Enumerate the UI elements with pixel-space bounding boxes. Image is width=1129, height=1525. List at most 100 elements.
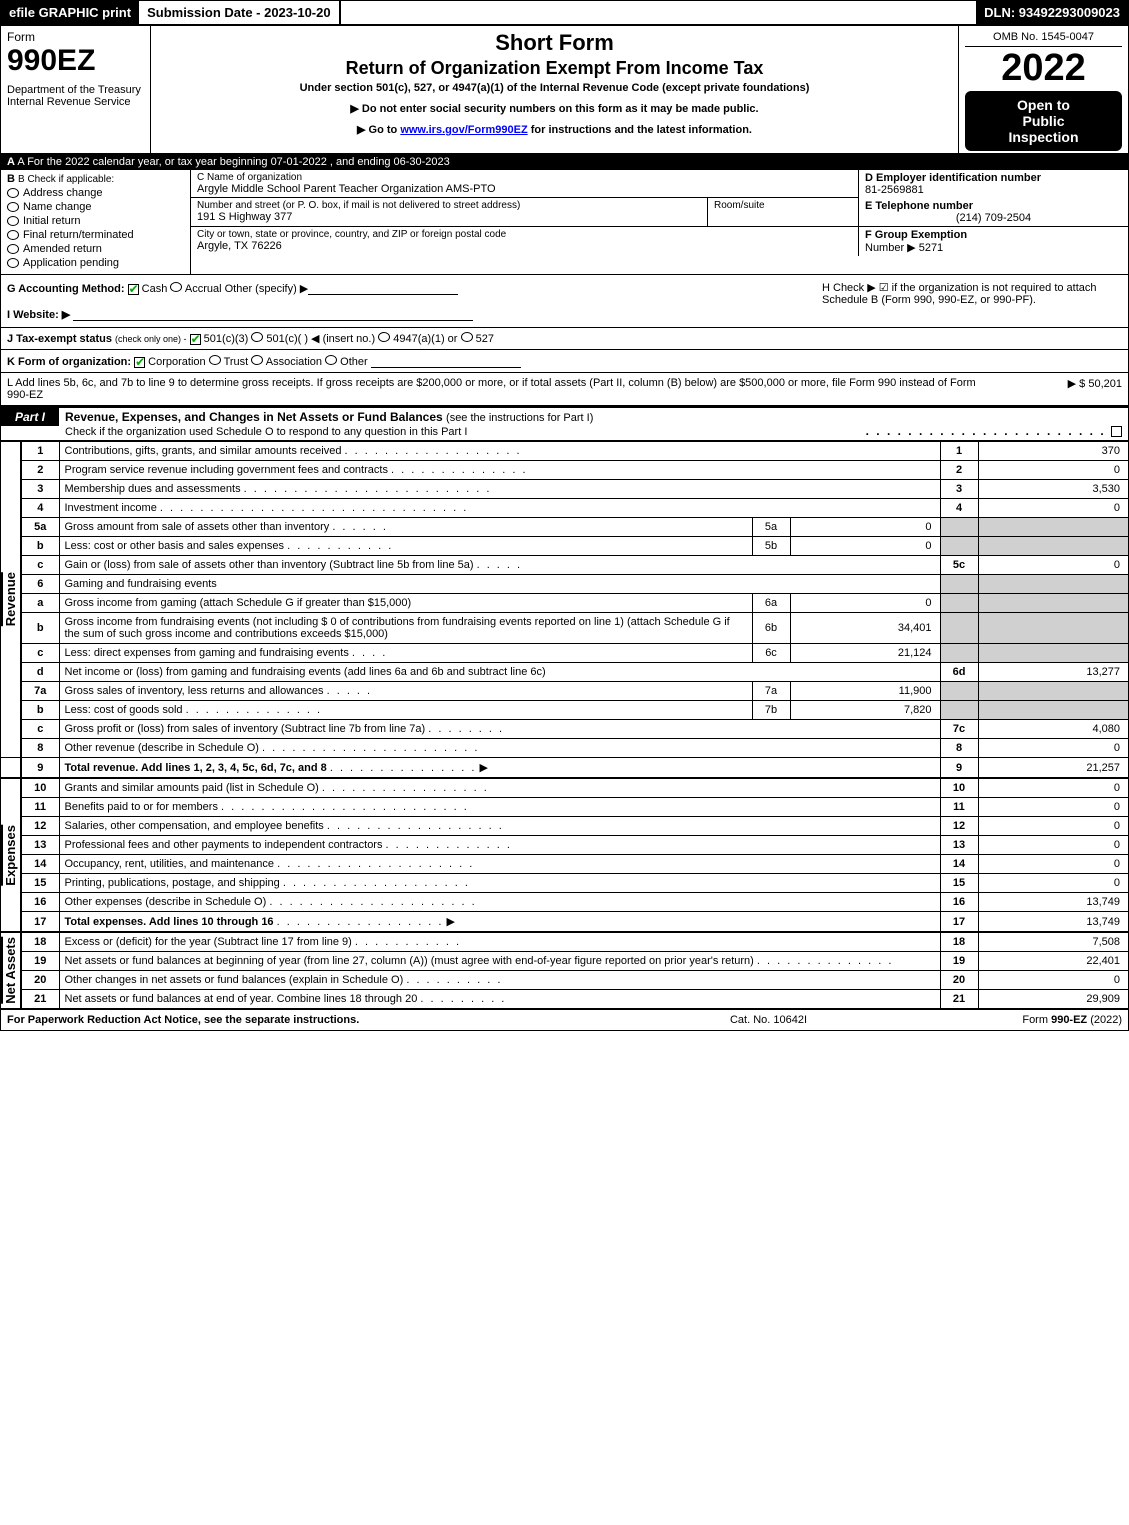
line-l: L Add lines 5b, 6c, and 7b to line 9 to … xyxy=(1,373,1128,406)
street-address-box: Number and street (or P. O. box, if mail… xyxy=(191,198,708,226)
line-16: 16 Other expenses (describe in Schedule … xyxy=(1,893,1128,912)
line-14-value: 0 xyxy=(978,855,1128,874)
line-6a: a Gross income from gaming (attach Sched… xyxy=(1,594,1128,613)
open-public-inspection: Open to Public Inspection xyxy=(965,91,1122,151)
group-exemption-number: 5271 xyxy=(919,242,943,254)
other-specify-input[interactable] xyxy=(308,281,458,295)
oval-icon xyxy=(7,230,19,240)
chk-app-pending[interactable]: Application pending xyxy=(7,257,184,269)
oval-icon xyxy=(7,244,19,254)
efile-label: efile GRAPHIC print xyxy=(1,1,139,24)
chk-amended[interactable]: Amended return xyxy=(7,243,184,255)
oval-other[interactable] xyxy=(325,355,337,365)
line-2-value: 0 xyxy=(978,461,1128,480)
line-4: 4 Investment income . . . . . . . . . . … xyxy=(1,499,1128,518)
ein-value: 81-2569881 xyxy=(865,184,1122,196)
line-13-value: 0 xyxy=(978,836,1128,855)
line-4-value: 0 xyxy=(978,499,1128,518)
form-title: Short Form xyxy=(157,30,952,56)
oval-4947[interactable] xyxy=(378,332,390,342)
chk-initial-return[interactable]: Initial return xyxy=(7,215,184,227)
chk-address-change[interactable]: Address change xyxy=(7,187,184,199)
line-5b: b Less: cost or other basis and sales ex… xyxy=(1,537,1128,556)
box-d: D Employer identification number 81-2569… xyxy=(858,170,1128,198)
instr-ssn: ▶ Do not enter social security numbers o… xyxy=(157,102,952,115)
line-10-value: 0 xyxy=(978,778,1128,798)
revenue-label: Revenue xyxy=(1,572,18,626)
line-k: K Form of organization: Corporation Trus… xyxy=(1,350,1128,373)
part-i-table: Revenue 1 Contributions, gifts, grants, … xyxy=(1,441,1128,1008)
line-3-value: 3,530 xyxy=(978,480,1128,499)
oval-association[interactable] xyxy=(251,355,263,365)
oval-trust[interactable] xyxy=(209,355,221,365)
line-7a: 7a Gross sales of inventory, less return… xyxy=(1,682,1128,701)
room-suite-box: Room/suite xyxy=(708,198,858,226)
line-21: 21 Net assets or fund balances at end of… xyxy=(1,990,1128,1009)
line-7b-value: 7,820 xyxy=(790,701,940,720)
org-name-box: C Name of organization Argyle Middle Sch… xyxy=(191,170,858,198)
website-input[interactable] xyxy=(73,307,473,321)
group-exemption-label: F Group Exemption xyxy=(865,229,1122,241)
form-header: Form 990EZ Department of the Treasury In… xyxy=(1,26,1128,154)
line-12: 12 Salaries, other compensation, and emp… xyxy=(1,817,1128,836)
line-17-value: 13,749 xyxy=(978,912,1128,933)
tax-year: 2022 xyxy=(965,47,1122,89)
under-section: Under section 501(c), 527, or 4947(a)(1)… xyxy=(157,82,952,94)
line-a: A A For the 2022 calendar year, or tax y… xyxy=(1,154,1128,170)
line-5c: c Gain or (loss) from sale of assets oth… xyxy=(1,556,1128,575)
line-15-value: 0 xyxy=(978,874,1128,893)
line-11-value: 0 xyxy=(978,798,1128,817)
city-box: City or town, state or province, country… xyxy=(191,227,858,256)
line-j: J Tax-exempt status (check only one) - 5… xyxy=(1,328,1128,350)
line-3: 3 Membership dues and assessments . . . … xyxy=(1,480,1128,499)
oval-icon xyxy=(7,188,19,198)
submission-date: Submission Date - 2023-10-20 xyxy=(139,1,341,24)
line-7c: c Gross profit or (loss) from sales of i… xyxy=(1,720,1128,739)
chk-name-change[interactable]: Name change xyxy=(7,201,184,213)
irs-label: Internal Revenue Service xyxy=(7,96,144,108)
line-i: I Website: ▶ xyxy=(7,307,822,321)
phone-value: (214) 709-2504 xyxy=(865,212,1122,224)
street-address: 191 S Highway 377 xyxy=(197,211,701,223)
line-11: 11 Benefits paid to or for members . . .… xyxy=(1,798,1128,817)
chk-corporation[interactable] xyxy=(134,357,145,368)
line-6c-value: 21,124 xyxy=(790,644,940,663)
gross-receipts: ▶ $ 50,201 xyxy=(992,377,1122,401)
line-9: 9 Total revenue. Add lines 1, 2, 3, 4, 5… xyxy=(1,758,1128,779)
box-e: E Telephone number (214) 709-2504 xyxy=(858,198,1128,226)
line-8: 8 Other revenue (describe in Schedule O)… xyxy=(1,739,1128,758)
line-6b: b Gross income from fundraising events (… xyxy=(1,613,1128,644)
net-assets-label: Net Assets xyxy=(1,937,18,1004)
line-10: Expenses 10 Grants and similar amounts p… xyxy=(1,778,1128,798)
org-name: Argyle Middle School Parent Teacher Orga… xyxy=(197,183,852,195)
page-footer: For Paperwork Reduction Act Notice, see … xyxy=(1,1008,1128,1030)
footer-form-ref: Form 990-EZ (2022) xyxy=(1022,1014,1122,1026)
chk-schedule-o[interactable] xyxy=(1111,426,1122,437)
line-14: 14 Occupancy, rent, utilities, and maint… xyxy=(1,855,1128,874)
top-bar: efile GRAPHIC print Submission Date - 20… xyxy=(1,1,1128,26)
oval-501c[interactable] xyxy=(251,332,263,342)
line-19: 19 Net assets or fund balances at beginn… xyxy=(1,952,1128,971)
checkbox-cash[interactable] xyxy=(128,284,139,295)
line-5c-value: 0 xyxy=(978,556,1128,575)
line-7b: b Less: cost of goods sold . . . . . . .… xyxy=(1,701,1128,720)
phone-label: E Telephone number xyxy=(865,200,1122,212)
oval-accrual[interactable] xyxy=(170,282,182,292)
line-16-value: 13,749 xyxy=(978,893,1128,912)
chk-501c3[interactable] xyxy=(190,334,201,345)
ein-label: D Employer identification number xyxy=(865,172,1122,184)
line-1: Revenue 1 Contributions, gifts, grants, … xyxy=(1,442,1128,461)
dept-treasury: Department of the Treasury xyxy=(7,84,144,96)
line-19-value: 22,401 xyxy=(978,952,1128,971)
chk-final-return[interactable]: Final return/terminated xyxy=(7,229,184,241)
box-c: C Name of organization Argyle Middle Sch… xyxy=(191,170,1128,274)
city-state-zip: Argyle, TX 76226 xyxy=(197,240,852,252)
line-2: 2 Program service revenue including gove… xyxy=(1,461,1128,480)
oval-527[interactable] xyxy=(461,332,473,342)
irs-link[interactable]: www.irs.gov/Form990EZ xyxy=(400,124,527,136)
oval-icon xyxy=(7,216,19,226)
line-8-value: 0 xyxy=(978,739,1128,758)
line-18-value: 7,508 xyxy=(978,932,1128,952)
line-5b-value: 0 xyxy=(790,537,940,556)
line-13: 13 Professional fees and other payments … xyxy=(1,836,1128,855)
